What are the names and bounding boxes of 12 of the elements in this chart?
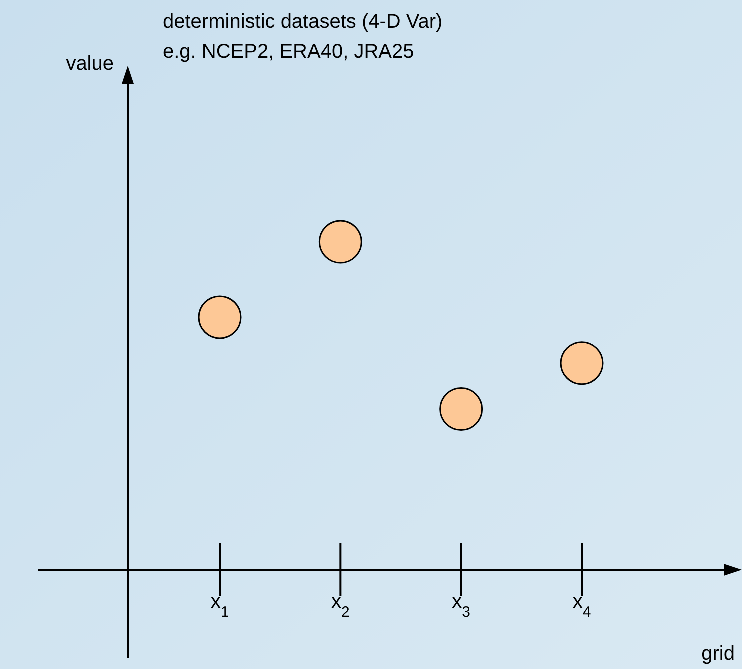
- x-tick-label: x$_{4}$: [572, 591, 592, 620]
- point: [560, 342, 604, 386]
- point: [318, 220, 362, 264]
- x-tick-label: x$_{2}$: [331, 591, 350, 620]
- text: value: [66, 53, 114, 75]
- point: [440, 388, 484, 432]
- x-axis-title: grid: [702, 643, 735, 665]
- point: [198, 296, 242, 340]
- chart-subtitle: e.g. NCEP2, ERA40, JRA25: [163, 41, 414, 63]
- chart-title: deterministic datasets (4-D Var): [163, 11, 443, 33]
- x-tick-label: x$_{1}$: [210, 591, 230, 620]
- x-tick-label: x$_{3}$: [452, 591, 471, 620]
